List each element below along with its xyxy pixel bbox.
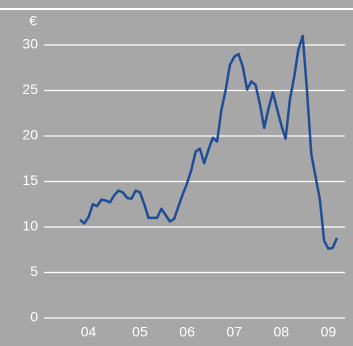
x-tick-label: 04 bbox=[81, 324, 97, 340]
data-line bbox=[79, 34, 339, 251]
y-tick-label: 5 bbox=[30, 263, 38, 279]
x-tick-label: 09 bbox=[321, 324, 337, 340]
y-tick-label: 30 bbox=[22, 36, 38, 52]
unit-label: € bbox=[29, 13, 37, 29]
y-tick-label: 25 bbox=[22, 81, 38, 97]
x-tick-label: 05 bbox=[132, 324, 148, 340]
x-tick-label: 08 bbox=[274, 324, 290, 340]
y-tick-label: 20 bbox=[22, 127, 38, 143]
y-tick-label: 15 bbox=[22, 172, 38, 188]
y-tick-label: 0 bbox=[30, 309, 38, 325]
x-tick-label: 06 bbox=[179, 324, 195, 340]
x-tick-label: 07 bbox=[226, 324, 242, 340]
y-tick-label: 10 bbox=[22, 218, 38, 234]
